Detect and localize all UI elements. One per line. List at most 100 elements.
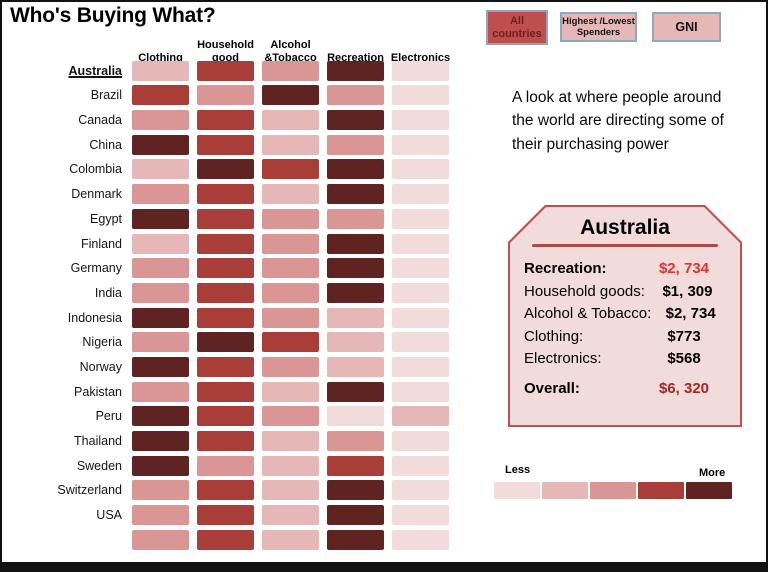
heatmap-cell[interactable] [132, 529, 189, 550]
heatmap-cell[interactable] [197, 480, 254, 501]
heatmap-cell[interactable] [392, 381, 449, 402]
heatmap-cell[interactable] [327, 455, 384, 476]
heatmap-cell[interactable] [197, 258, 254, 279]
heatmap-cell[interactable] [262, 529, 319, 550]
heatmap-cell[interactable] [132, 258, 189, 279]
heatmap-cell[interactable] [392, 307, 449, 328]
heatmap-cell[interactable] [197, 431, 254, 451]
country-label-germany[interactable]: Germany [70, 261, 122, 276]
heatmap-cell[interactable] [327, 110, 384, 131]
filter-button-gni[interactable]: GNI [652, 12, 721, 42]
heatmap-cell[interactable] [392, 529, 449, 550]
country-label-norway[interactable]: Norway [79, 359, 122, 374]
heatmap-cell[interactable] [327, 307, 384, 328]
heatmap-cell[interactable] [132, 381, 189, 402]
heatmap-cell[interactable] [197, 529, 254, 550]
heatmap-cell[interactable] [262, 332, 319, 353]
heatmap-cell[interactable] [197, 208, 254, 229]
country-label-sweden[interactable]: Sweden [76, 458, 122, 473]
heatmap-cell[interactable] [132, 159, 189, 180]
heatmap-cell[interactable] [197, 406, 254, 427]
heatmap-cell[interactable] [392, 233, 449, 254]
heatmap-cell[interactable] [262, 505, 319, 526]
country-label-peru[interactable]: Peru [95, 409, 122, 424]
heatmap-cell[interactable] [392, 85, 449, 106]
heatmap-cell[interactable] [327, 233, 384, 254]
heatmap-cell[interactable] [262, 431, 319, 451]
heatmap-cell[interactable] [197, 307, 254, 328]
country-label-thailand[interactable]: Thailand [74, 434, 122, 448]
heatmap-cell[interactable] [262, 307, 319, 328]
heatmap-cell[interactable] [327, 60, 384, 81]
heatmap-cell[interactable] [197, 233, 254, 254]
heatmap-cell[interactable] [132, 332, 189, 353]
heatmap-cell[interactable] [327, 529, 384, 550]
country-label-brazil[interactable]: Brazil [90, 88, 122, 103]
heatmap-cell[interactable] [197, 505, 254, 526]
country-label-nigeria[interactable]: Nigeria [82, 335, 122, 350]
heatmap-cell[interactable] [262, 480, 319, 501]
heatmap-cell[interactable] [392, 431, 449, 451]
heatmap-cell[interactable] [262, 356, 319, 377]
heatmap-cell[interactable] [392, 60, 449, 81]
heatmap-cell[interactable] [392, 110, 449, 131]
heatmap-cell[interactable] [327, 208, 384, 229]
country-label-china[interactable]: China [89, 137, 122, 152]
country-label-india[interactable]: India [94, 285, 122, 300]
heatmap-cell[interactable] [132, 110, 189, 131]
country-label-colombia[interactable]: Colombia [69, 162, 122, 177]
heatmap-cell[interactable] [262, 455, 319, 476]
heatmap-cell[interactable] [262, 184, 319, 205]
heatmap-cell[interactable] [327, 85, 384, 106]
country-label-canada[interactable]: Canada [78, 113, 122, 128]
heatmap-cell[interactable] [132, 282, 189, 303]
heatmap-cell[interactable] [392, 282, 449, 303]
heatmap-cell[interactable] [327, 134, 384, 155]
heatmap-cell[interactable] [132, 233, 189, 254]
country-label-pakistan[interactable]: Pakistan [74, 384, 122, 399]
heatmap-cell[interactable] [392, 505, 449, 526]
heatmap-cell[interactable] [262, 110, 319, 131]
heatmap-cell[interactable] [392, 480, 449, 501]
country-label-switzerland[interactable]: Switzerland [57, 483, 122, 498]
heatmap-cell[interactable] [132, 406, 189, 427]
heatmap-cell[interactable] [197, 282, 254, 303]
heatmap-cell[interactable] [262, 60, 319, 81]
heatmap-cell[interactable] [327, 406, 384, 427]
heatmap-cell[interactable] [262, 208, 319, 229]
heatmap-cell[interactable] [327, 381, 384, 402]
heatmap-cell[interactable] [132, 208, 189, 229]
heatmap-cell[interactable] [197, 60, 254, 81]
heatmap-cell[interactable] [132, 134, 189, 155]
heatmap-cell[interactable] [262, 233, 319, 254]
heatmap-cell[interactable] [392, 134, 449, 155]
heatmap-cell[interactable] [197, 455, 254, 476]
heatmap-cell[interactable] [132, 455, 189, 476]
heatmap-cell[interactable] [197, 356, 254, 377]
heatmap-cell[interactable] [132, 505, 189, 526]
heatmap-cell[interactable] [132, 307, 189, 328]
heatmap-cell[interactable] [132, 85, 189, 106]
heatmap-cell[interactable] [197, 110, 254, 131]
heatmap-cell[interactable] [197, 85, 254, 106]
heatmap-cell[interactable] [132, 184, 189, 205]
heatmap-cell[interactable] [327, 480, 384, 501]
heatmap-cell[interactable] [262, 85, 319, 106]
heatmap-cell[interactable] [262, 406, 319, 427]
filter-button-all-countries[interactable]: All countries [486, 10, 548, 45]
heatmap-cell[interactable] [327, 431, 384, 451]
heatmap-cell[interactable] [392, 184, 449, 205]
heatmap-cell[interactable] [392, 208, 449, 229]
country-label-finland[interactable]: Finland [81, 236, 122, 251]
heatmap-cell[interactable] [197, 332, 254, 353]
country-label-australia[interactable]: Australia [68, 63, 123, 78]
heatmap-cell[interactable] [262, 381, 319, 402]
heatmap-cell[interactable] [132, 480, 189, 501]
heatmap-cell[interactable] [262, 282, 319, 303]
heatmap-cell[interactable] [327, 184, 384, 205]
heatmap-cell[interactable] [327, 282, 384, 303]
heatmap-cell[interactable] [327, 332, 384, 353]
heatmap-cell[interactable] [392, 406, 449, 427]
heatmap-cell[interactable] [327, 356, 384, 377]
heatmap-cell[interactable] [392, 258, 449, 279]
